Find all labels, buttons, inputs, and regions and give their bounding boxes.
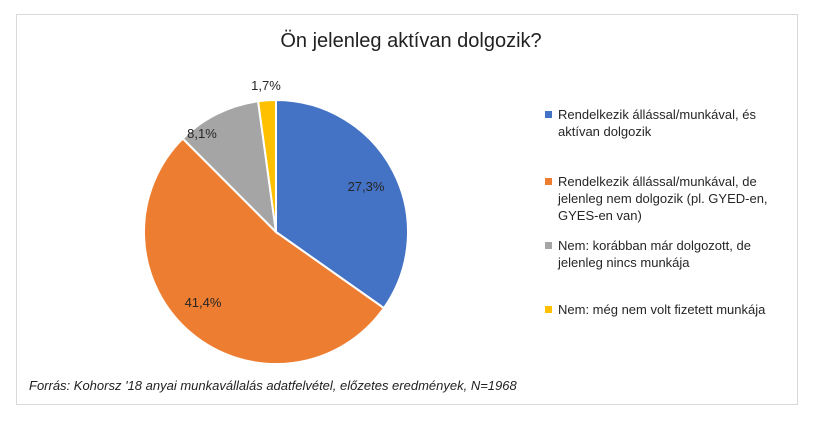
pie-slice-4 — [256, 98, 277, 233]
slice-label-1: 27,3% — [348, 179, 385, 194]
legend-swatch-3 — [545, 242, 552, 249]
slice-label-4: 1,7% — [251, 78, 281, 93]
legend-label-1: Rendelkezik állással/munkával, és aktíva… — [558, 107, 756, 139]
pie-slice-2 — [142, 137, 386, 365]
pie-slice-3 — [181, 100, 278, 235]
slice-label-2: 41,4% — [185, 295, 222, 310]
legend-swatch-4 — [545, 306, 552, 313]
slice-label-3: 8,1% — [187, 126, 217, 141]
chart-title: Ön jelenleg aktívan dolgozik? — [280, 30, 542, 52]
legend-label-2: Rendelkezik állással/munkával, de jelenl… — [558, 174, 768, 223]
legend-swatch-2 — [545, 178, 552, 185]
source-note: Forrás: Kohorsz '18 anyai munkavállalás … — [29, 378, 517, 393]
pie-slice-1 — [275, 98, 409, 310]
legend-swatch-1 — [545, 111, 552, 118]
legend-label-3: Nem: korábban már dolgozott, de jelenleg… — [558, 238, 751, 270]
legend-label-4: Nem: még nem volt fizetett munkája — [558, 302, 766, 317]
